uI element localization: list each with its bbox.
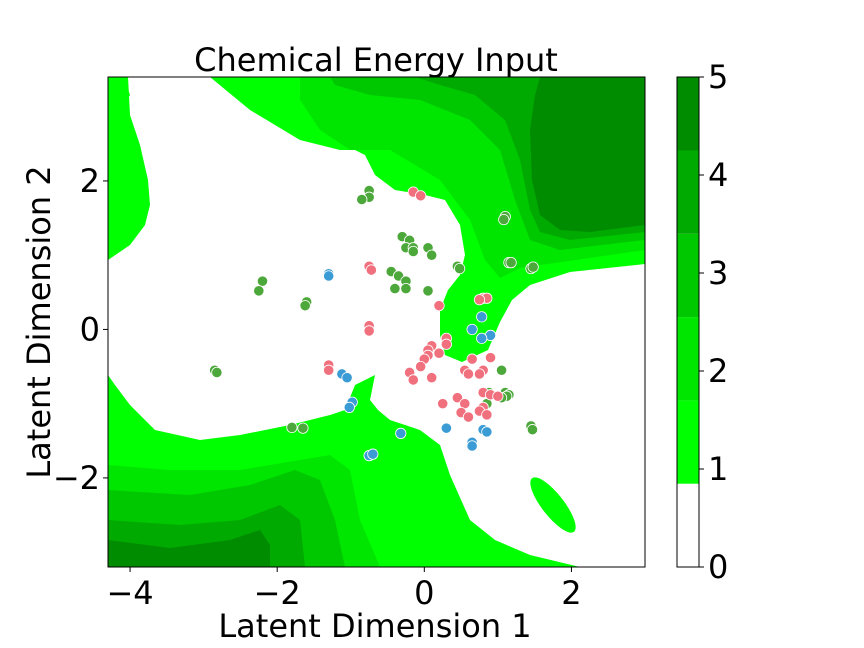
colorbar-tick-label: 4 <box>708 156 728 194</box>
colorbar-segment <box>677 150 699 234</box>
scatter-point <box>415 360 427 373</box>
scatter-point <box>527 261 539 273</box>
scatter-point <box>481 409 493 421</box>
scatter-point <box>454 262 466 275</box>
scatter-point <box>505 257 517 269</box>
scatter-point <box>473 294 486 306</box>
colorbar-tick-label: 5 <box>708 58 728 96</box>
colorbar-tick-label: 0 <box>708 548 728 586</box>
scatter-point <box>356 193 368 206</box>
scatter-point <box>211 366 223 379</box>
scatter-point <box>389 282 401 295</box>
y-axis: −2 0 2 <box>53 162 108 497</box>
scatter-point <box>299 300 311 312</box>
colorbar-segment <box>677 77 699 151</box>
colorbar-segment <box>677 317 699 401</box>
scatter-point <box>343 401 355 413</box>
x-tick-label: 0 <box>414 574 434 612</box>
colorbar-frame <box>676 76 700 568</box>
contour-level-0 <box>108 77 645 567</box>
chart-title: Chemical Energy Input <box>194 41 558 79</box>
scatter-point <box>466 353 478 365</box>
scatter-point <box>462 411 475 423</box>
scatter-point <box>484 352 497 364</box>
scatter-point <box>451 392 464 404</box>
contour-island-left <box>108 78 130 115</box>
scatter-point <box>466 440 478 452</box>
scatter-point <box>365 264 377 276</box>
scatter-point <box>422 285 434 297</box>
colorbar-tick-label: 2 <box>708 352 728 390</box>
scatter-point <box>367 448 379 460</box>
scatter-point <box>498 213 510 226</box>
y-tick-label: 2 <box>80 162 100 200</box>
scatter-point <box>481 426 493 438</box>
x-tick-label: −2 <box>254 574 301 612</box>
y-tick-label: −2 <box>53 459 100 497</box>
scatter-point <box>341 372 353 384</box>
contour-island-lower-right <box>530 477 576 533</box>
colorbar-segment <box>677 483 699 567</box>
contour-level-5 <box>530 77 645 232</box>
colorbar-segment <box>677 400 699 484</box>
scatter-point <box>286 421 298 434</box>
scatter-point <box>363 325 375 337</box>
scatter-point <box>433 347 445 359</box>
scatter-point <box>440 338 452 350</box>
scatter-point <box>426 249 438 261</box>
scatter-point <box>407 374 419 386</box>
x-axis: −4 −2 0 2 <box>106 567 582 612</box>
scatter-point <box>323 270 335 282</box>
colorbar: 0 1 2 3 4 5 <box>676 58 728 586</box>
scatter-point <box>256 275 269 287</box>
scatter-point <box>476 332 488 344</box>
scatter-point <box>433 300 445 312</box>
y-axis-label: Latent Dimension 2 <box>20 165 58 478</box>
colorbar-tick-label: 1 <box>708 450 728 488</box>
plot-frame <box>107 76 646 568</box>
scatter-point <box>415 190 427 202</box>
scatter-point <box>426 372 438 384</box>
scatter-points <box>209 184 539 462</box>
x-tick-label: 2 <box>561 574 581 612</box>
scatter-point <box>407 245 419 258</box>
scatter-point <box>440 422 452 434</box>
scatter-point <box>400 282 412 295</box>
scatter-point <box>395 427 407 439</box>
x-tick-label: −4 <box>106 574 153 612</box>
scatter-point <box>297 422 309 434</box>
scatter-point <box>323 364 335 376</box>
colorbar-segment <box>677 233 699 318</box>
scatter-point <box>476 311 488 323</box>
filled-contour <box>108 77 645 567</box>
scatter-point <box>526 424 539 436</box>
scatter-point <box>473 368 486 380</box>
y-tick-label: 0 <box>80 310 100 348</box>
contour-level-5-lower <box>108 530 270 567</box>
x-axis-label: Latent Dimension 1 <box>218 607 531 645</box>
scatter-point <box>495 364 508 376</box>
scatter-point <box>462 368 475 380</box>
scatter-point <box>466 323 478 336</box>
scatter-point <box>492 390 504 402</box>
scatter-point <box>253 285 265 297</box>
colorbar-tick-label: 3 <box>708 254 728 292</box>
scatter-point <box>437 398 449 410</box>
